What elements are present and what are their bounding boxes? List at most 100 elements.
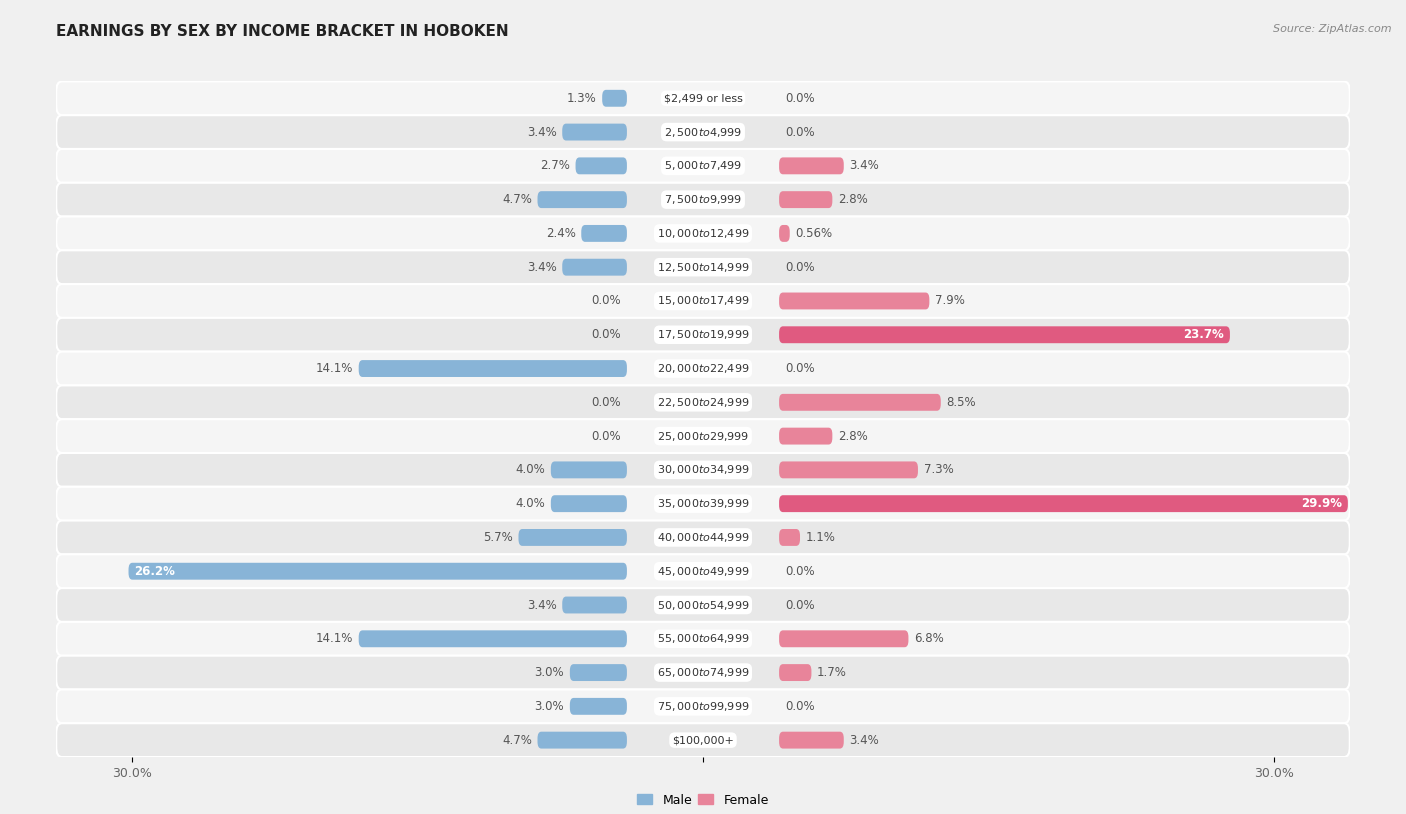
- Text: 1.7%: 1.7%: [817, 666, 846, 679]
- Text: $20,000 to $22,499: $20,000 to $22,499: [657, 362, 749, 375]
- Text: $12,500 to $14,999: $12,500 to $14,999: [657, 260, 749, 274]
- Text: 2.8%: 2.8%: [838, 193, 868, 206]
- FancyBboxPatch shape: [779, 630, 908, 647]
- Text: 7.3%: 7.3%: [924, 463, 953, 476]
- FancyBboxPatch shape: [562, 259, 627, 276]
- FancyBboxPatch shape: [779, 292, 929, 309]
- FancyBboxPatch shape: [562, 597, 627, 614]
- Text: Source: ZipAtlas.com: Source: ZipAtlas.com: [1274, 24, 1392, 34]
- FancyBboxPatch shape: [779, 225, 790, 242]
- FancyBboxPatch shape: [779, 326, 1230, 344]
- Text: 0.0%: 0.0%: [592, 295, 621, 308]
- Text: $25,000 to $29,999: $25,000 to $29,999: [657, 430, 749, 443]
- FancyBboxPatch shape: [56, 251, 1350, 284]
- FancyBboxPatch shape: [519, 529, 627, 546]
- Text: $17,500 to $19,999: $17,500 to $19,999: [657, 328, 749, 341]
- FancyBboxPatch shape: [581, 225, 627, 242]
- Text: 26.2%: 26.2%: [134, 565, 176, 578]
- Text: 0.0%: 0.0%: [785, 598, 814, 611]
- Text: 3.0%: 3.0%: [534, 700, 564, 713]
- Text: 1.1%: 1.1%: [806, 531, 835, 544]
- FancyBboxPatch shape: [551, 462, 627, 479]
- Text: 0.0%: 0.0%: [785, 565, 814, 578]
- Text: 2.4%: 2.4%: [546, 227, 575, 240]
- Text: 3.4%: 3.4%: [527, 598, 557, 611]
- Text: $50,000 to $54,999: $50,000 to $54,999: [657, 598, 749, 611]
- Text: 4.7%: 4.7%: [502, 193, 531, 206]
- FancyBboxPatch shape: [575, 157, 627, 174]
- FancyBboxPatch shape: [569, 664, 627, 681]
- FancyBboxPatch shape: [56, 723, 1350, 757]
- Text: 4.0%: 4.0%: [516, 463, 546, 476]
- FancyBboxPatch shape: [779, 462, 918, 479]
- Text: $100,000+: $100,000+: [672, 735, 734, 745]
- Text: $15,000 to $17,499: $15,000 to $17,499: [657, 295, 749, 308]
- Text: $30,000 to $34,999: $30,000 to $34,999: [657, 463, 749, 476]
- Text: 0.0%: 0.0%: [592, 396, 621, 409]
- Text: 29.9%: 29.9%: [1301, 497, 1343, 510]
- Text: 6.8%: 6.8%: [914, 632, 943, 646]
- FancyBboxPatch shape: [128, 562, 627, 580]
- Text: $10,000 to $12,499: $10,000 to $12,499: [657, 227, 749, 240]
- FancyBboxPatch shape: [551, 495, 627, 512]
- FancyBboxPatch shape: [56, 521, 1350, 554]
- FancyBboxPatch shape: [56, 689, 1350, 723]
- Text: 3.4%: 3.4%: [849, 733, 879, 746]
- FancyBboxPatch shape: [56, 554, 1350, 588]
- Text: 0.56%: 0.56%: [796, 227, 832, 240]
- FancyBboxPatch shape: [56, 81, 1350, 116]
- Text: 3.4%: 3.4%: [849, 160, 879, 173]
- Text: $55,000 to $64,999: $55,000 to $64,999: [657, 632, 749, 646]
- Text: $35,000 to $39,999: $35,000 to $39,999: [657, 497, 749, 510]
- Text: $75,000 to $99,999: $75,000 to $99,999: [657, 700, 749, 713]
- FancyBboxPatch shape: [359, 360, 627, 377]
- FancyBboxPatch shape: [56, 622, 1350, 656]
- FancyBboxPatch shape: [779, 664, 811, 681]
- FancyBboxPatch shape: [56, 217, 1350, 251]
- FancyBboxPatch shape: [56, 656, 1350, 689]
- Text: 7.9%: 7.9%: [935, 295, 965, 308]
- FancyBboxPatch shape: [359, 630, 627, 647]
- Text: EARNINGS BY SEX BY INCOME BRACKET IN HOBOKEN: EARNINGS BY SEX BY INCOME BRACKET IN HOB…: [56, 24, 509, 39]
- FancyBboxPatch shape: [56, 453, 1350, 487]
- FancyBboxPatch shape: [779, 157, 844, 174]
- Text: 0.0%: 0.0%: [785, 700, 814, 713]
- Text: 14.1%: 14.1%: [315, 632, 353, 646]
- FancyBboxPatch shape: [56, 386, 1350, 419]
- Text: 0.0%: 0.0%: [785, 92, 814, 105]
- Text: 1.3%: 1.3%: [567, 92, 596, 105]
- Text: 2.8%: 2.8%: [838, 430, 868, 443]
- Text: 0.0%: 0.0%: [785, 125, 814, 138]
- FancyBboxPatch shape: [779, 394, 941, 411]
- FancyBboxPatch shape: [562, 124, 627, 141]
- Legend: Male, Female: Male, Female: [633, 789, 773, 812]
- Text: $2,499 or less: $2,499 or less: [664, 94, 742, 103]
- FancyBboxPatch shape: [602, 90, 627, 107]
- Text: $45,000 to $49,999: $45,000 to $49,999: [657, 565, 749, 578]
- FancyBboxPatch shape: [569, 698, 627, 715]
- FancyBboxPatch shape: [537, 191, 627, 208]
- Text: 2.7%: 2.7%: [540, 160, 569, 173]
- FancyBboxPatch shape: [779, 529, 800, 546]
- Text: $40,000 to $44,999: $40,000 to $44,999: [657, 531, 749, 544]
- Text: 3.4%: 3.4%: [527, 125, 557, 138]
- FancyBboxPatch shape: [56, 116, 1350, 149]
- FancyBboxPatch shape: [779, 191, 832, 208]
- Text: 0.0%: 0.0%: [592, 430, 621, 443]
- Text: 0.0%: 0.0%: [785, 362, 814, 375]
- FancyBboxPatch shape: [56, 318, 1350, 352]
- FancyBboxPatch shape: [56, 588, 1350, 622]
- Text: 3.0%: 3.0%: [534, 666, 564, 679]
- FancyBboxPatch shape: [537, 732, 627, 749]
- Text: $2,500 to $4,999: $2,500 to $4,999: [664, 125, 742, 138]
- Text: $22,500 to $24,999: $22,500 to $24,999: [657, 396, 749, 409]
- Text: 14.1%: 14.1%: [315, 362, 353, 375]
- FancyBboxPatch shape: [779, 427, 832, 444]
- FancyBboxPatch shape: [56, 149, 1350, 183]
- Text: $5,000 to $7,499: $5,000 to $7,499: [664, 160, 742, 173]
- Text: 0.0%: 0.0%: [785, 260, 814, 274]
- Text: 5.7%: 5.7%: [484, 531, 513, 544]
- Text: 0.0%: 0.0%: [592, 328, 621, 341]
- FancyBboxPatch shape: [56, 284, 1350, 318]
- FancyBboxPatch shape: [56, 487, 1350, 521]
